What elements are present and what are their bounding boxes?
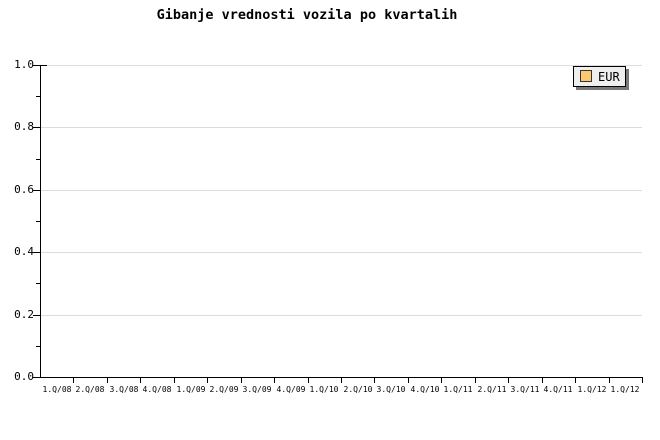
x-tick bbox=[609, 378, 610, 383]
y-minor-tick bbox=[36, 283, 40, 284]
y-minor-tick bbox=[36, 159, 40, 160]
y-major-tick bbox=[33, 127, 40, 128]
x-tick bbox=[207, 378, 208, 383]
x-tick bbox=[408, 378, 409, 383]
x-tick bbox=[107, 378, 108, 383]
chart-title: Gibanje vrednosti vozila po kvartalih bbox=[156, 7, 458, 23]
y-tick-label: 0.2 bbox=[14, 308, 34, 321]
legend-label: EUR bbox=[598, 70, 620, 84]
x-axis-line bbox=[40, 377, 643, 378]
gridline-y-0.2 bbox=[41, 315, 642, 316]
plot-area: EUR 1.0 0.8 0.6 0.4 0.2 0.0 1.Q/08 2.Q/08 3.Q/08… bbox=[14, 59, 643, 394]
y-axis-top-cap bbox=[40, 65, 47, 66]
y-major-tick bbox=[33, 377, 40, 378]
x-tick-label: 3.Q/08 bbox=[109, 385, 139, 394]
gridline-y-1.0 bbox=[41, 65, 642, 66]
y-major-tick bbox=[33, 252, 40, 253]
y-tick-label: 0.6 bbox=[14, 183, 34, 196]
x-tick-label: 4.Q/11 bbox=[543, 385, 573, 394]
x-tick bbox=[174, 378, 175, 383]
x-tick-label: 1.Q/12 bbox=[610, 385, 640, 394]
x-tick-label: 4.Q/08 bbox=[142, 385, 172, 394]
x-tick-label: 2.Q/09 bbox=[209, 385, 239, 394]
x-tick-label: 1.Q/12 bbox=[577, 385, 607, 394]
x-tick-label: 2.Q/08 bbox=[75, 385, 105, 394]
y-major-tick bbox=[33, 65, 40, 66]
x-tick bbox=[274, 378, 275, 383]
x-tick bbox=[542, 378, 543, 383]
x-tick bbox=[374, 378, 375, 383]
y-tick-label: 0.0 bbox=[14, 370, 34, 383]
x-tick-label: 2.Q/10 bbox=[343, 385, 373, 394]
x-tick bbox=[140, 378, 141, 383]
x-tick-label: 1.Q/08 bbox=[42, 385, 72, 394]
x-tick-label: 4.Q/10 bbox=[410, 385, 440, 394]
x-tick bbox=[575, 378, 576, 383]
gridline-y-0.4 bbox=[41, 252, 642, 253]
x-tick-label: 1.Q/10 bbox=[309, 385, 339, 394]
x-tick bbox=[441, 378, 442, 383]
legend: EUR bbox=[573, 66, 626, 87]
y-minor-tick bbox=[36, 346, 40, 347]
x-tick bbox=[508, 378, 509, 383]
y-tick-label: 0.4 bbox=[14, 245, 34, 258]
x-tick-label: 3.Q/11 bbox=[510, 385, 540, 394]
x-tick bbox=[475, 378, 476, 383]
y-major-tick bbox=[33, 315, 40, 316]
gridline-y-0.6 bbox=[41, 190, 642, 191]
x-tick bbox=[241, 378, 242, 383]
y-tick-label: 1.0 bbox=[14, 58, 34, 71]
x-tick-label: 1.Q/11 bbox=[443, 385, 473, 394]
x-tick bbox=[308, 378, 309, 383]
x-tick bbox=[642, 378, 643, 383]
y-tick-label: 0.8 bbox=[14, 120, 34, 133]
y-minor-tick bbox=[36, 221, 40, 222]
x-tick-label: 4.Q/09 bbox=[276, 385, 306, 394]
x-tick-label: 2.Q/11 bbox=[477, 385, 507, 394]
x-tick-label: 3.Q/10 bbox=[376, 385, 406, 394]
y-major-tick bbox=[33, 190, 40, 191]
x-tick-label: 3.Q/09 bbox=[242, 385, 272, 394]
y-minor-tick bbox=[36, 96, 40, 97]
legend-swatch-eur bbox=[580, 70, 592, 82]
x-tick bbox=[341, 378, 342, 383]
x-tick-label: 1.Q/09 bbox=[176, 385, 206, 394]
gridline-y-0.8 bbox=[41, 127, 642, 128]
x-tick bbox=[73, 378, 74, 383]
y-axis-line bbox=[40, 65, 41, 378]
